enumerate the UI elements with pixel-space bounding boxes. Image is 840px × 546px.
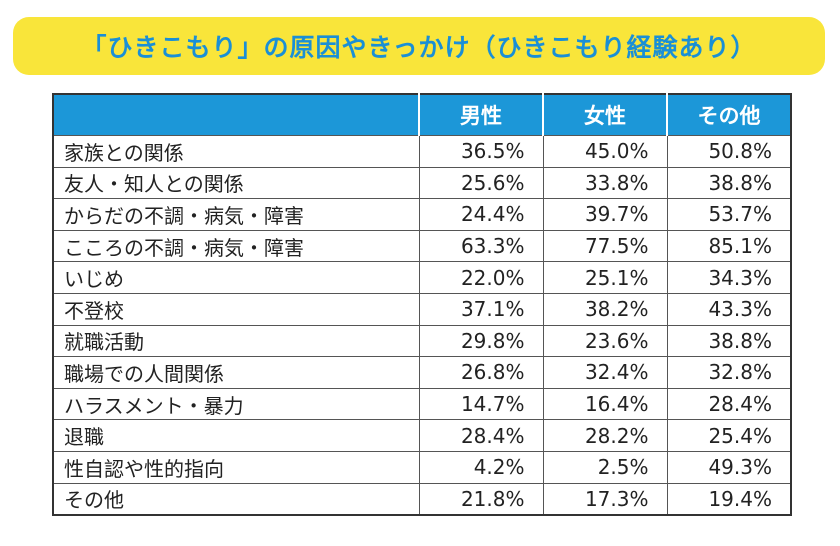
value-cell-male: 22.0% xyxy=(418,261,544,294)
value-cell-female: 32.4% xyxy=(542,356,668,389)
value-cell-male: 37.1% xyxy=(418,292,544,326)
value-cell-female: 16.4% xyxy=(542,387,668,421)
value-cell-male: 36.5% xyxy=(418,135,544,168)
row-label: 家族との関係 xyxy=(52,135,420,168)
table-row: こころの不調・病気・障害 63.3% 77.5% 85.1% xyxy=(52,229,792,263)
value-cell-female: 25.1% xyxy=(542,261,668,294)
value-cell-male: 28.4% xyxy=(418,419,544,452)
value-cell-male: 24.4% xyxy=(418,198,544,231)
value-cell-female: 77.5% xyxy=(542,229,668,263)
header-cell-other: その他 xyxy=(666,94,791,136)
value-cell-female: 2.5% xyxy=(542,450,668,484)
value-cell-other: 38.8% xyxy=(666,324,792,358)
value-cell-other: 34.3% xyxy=(666,261,792,294)
value-cell-male: 63.3% xyxy=(418,229,544,263)
row-label: 退職 xyxy=(52,419,420,452)
value-cell-female: 23.6% xyxy=(542,324,668,358)
value-cell-other: 49.3% xyxy=(666,450,792,484)
row-label: 友人・知人との関係 xyxy=(52,166,420,200)
value-cell-male: 29.8% xyxy=(418,324,544,358)
value-cell-female: 45.0% xyxy=(542,135,668,168)
chart-title: 「ひきこもり」の原因やきっかけ（ひきこもり経験あり） xyxy=(81,33,757,62)
table-body: 家族との関係 36.5% 45.0% 50.8% 友人・知人との関係 25.6% 33.8%… xyxy=(52,135,792,516)
value-cell-other: 50.8% xyxy=(666,135,792,168)
value-cell-female: 33.8% xyxy=(542,166,668,200)
table-row: 就職活動 29.8% 23.6% 38.8% xyxy=(52,324,792,358)
value-cell-other: 25.4% xyxy=(666,419,792,452)
value-cell-other: 38.8% xyxy=(666,166,792,200)
value-cell-other: 85.1% xyxy=(666,229,792,263)
value-cell-other: 53.7% xyxy=(666,198,792,231)
value-cell-female: 39.7% xyxy=(542,198,668,231)
row-label: 不登校 xyxy=(52,292,420,326)
value-cell-other: 43.3% xyxy=(666,292,792,326)
row-label: その他 xyxy=(52,482,420,516)
value-cell-female: 17.3% xyxy=(542,482,668,516)
title-banner: 「ひきこもり」の原因やきっかけ（ひきこもり経験あり） xyxy=(13,17,825,75)
table-row: いじめ 22.0% 25.1% 34.3% xyxy=(52,261,792,294)
header-cell-female: 女性 xyxy=(542,94,667,136)
value-cell-female: 38.2% xyxy=(542,292,668,326)
table-row: 退職 28.4% 28.2% 25.4% xyxy=(52,419,792,452)
value-cell-male: 25.6% xyxy=(418,166,544,200)
row-label: からだの不調・病気・障害 xyxy=(52,198,420,231)
table-row: 性自認や性的指向 4.2% 2.5% 49.3% xyxy=(52,450,792,484)
data-table: 男性 女性 その他 家族との関係 36.5% 45.0% 50.8% 友人・知人との関係… xyxy=(52,93,792,517)
row-label: 就職活動 xyxy=(52,324,420,358)
table-row: 不登校 37.1% 38.2% 43.3% xyxy=(52,292,792,326)
row-label: 職場での人間関係 xyxy=(52,356,420,389)
value-cell-male: 26.8% xyxy=(418,356,544,389)
table-row: 友人・知人との関係 25.6% 33.8% 38.8% xyxy=(52,166,792,200)
header-row: 男性 女性 その他 xyxy=(53,94,791,136)
value-cell-male: 21.8% xyxy=(418,482,544,516)
table-row: 家族との関係 36.5% 45.0% 50.8% xyxy=(52,135,792,168)
row-label: ハラスメント・暴力 xyxy=(52,387,420,421)
row-label: こころの不調・病気・障害 xyxy=(52,229,420,263)
row-label: 性自認や性的指向 xyxy=(52,450,420,484)
table-row: その他 21.8% 17.3% 19.4% xyxy=(52,482,792,516)
row-label: いじめ xyxy=(52,261,420,294)
table-row: 職場での人間関係 26.8% 32.4% 32.8% xyxy=(52,356,792,389)
table-row: ハラスメント・暴力 14.7% 16.4% 28.4% xyxy=(52,387,792,421)
header-cell-corner xyxy=(53,94,419,136)
value-cell-female: 28.2% xyxy=(542,419,668,452)
value-cell-male: 4.2% xyxy=(418,450,544,484)
value-cell-other: 32.8% xyxy=(666,356,792,389)
value-cell-other: 19.4% xyxy=(666,482,792,516)
value-cell-other: 28.4% xyxy=(666,387,792,421)
table-row: からだの不調・病気・障害 24.4% 39.7% 53.7% xyxy=(52,198,792,231)
header-cell-male: 男性 xyxy=(418,94,543,136)
value-cell-male: 14.7% xyxy=(418,387,544,421)
